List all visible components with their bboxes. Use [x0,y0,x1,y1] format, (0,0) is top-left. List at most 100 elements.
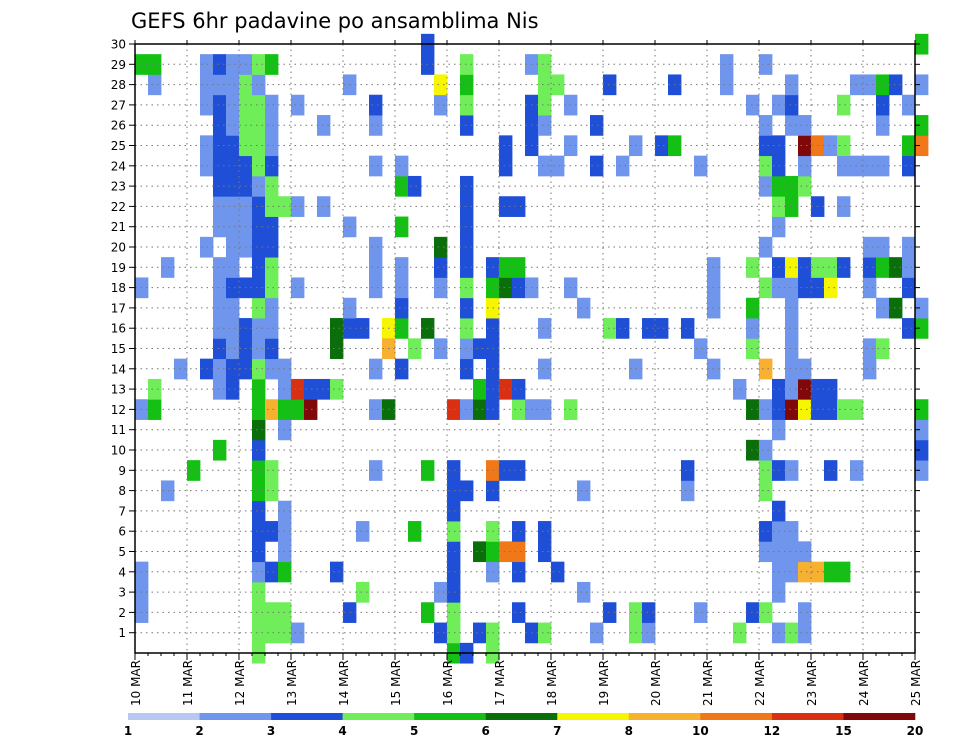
heatmap-cells [135,33,929,664]
colorbar-label: 15 [835,724,852,738]
heatmap-cell [746,439,760,461]
heatmap-cell [252,561,266,583]
heatmap-cell [694,602,708,623]
heatmap-cell [720,54,734,75]
heatmap-cell [915,297,929,319]
heatmap-cell [291,94,305,116]
x-tick-label: 15 MAR [389,660,403,706]
heatmap-cell [395,358,409,380]
heatmap-cell [213,94,227,116]
heatmap-cell [252,399,266,420]
heatmap-cell [512,521,526,542]
y-tick-label: 4 [118,565,126,579]
y-tick-label: 24 [111,159,126,173]
heatmap-cell [252,196,266,217]
heatmap-cell [265,460,279,481]
heatmap-cell [369,358,383,380]
heatmap-cell [213,175,227,197]
heatmap-cell [655,135,669,157]
heatmap-cell [746,338,760,360]
heatmap-cell [876,74,890,96]
heatmap-cell [681,460,695,481]
heatmap-cell [395,175,409,197]
y-tick-label: 8 [118,484,126,498]
heatmap-cell [902,135,916,157]
heatmap-cell [148,74,162,96]
heatmap-cell [447,581,461,603]
colorbar-label: 5 [410,724,418,738]
heatmap-cell [265,358,279,380]
heatmap-cell [785,257,799,278]
heatmap-cell [590,622,604,644]
heatmap-cell [798,378,812,400]
heatmap-cell [798,115,812,136]
colorbar-segment [557,713,630,720]
heatmap-cell [798,399,812,420]
heatmap-cell [252,521,266,542]
heatmap-cell [252,297,266,319]
heatmap-cell [330,561,344,583]
heatmap-cell [512,399,526,420]
heatmap-cell [473,378,487,400]
heatmap-cell [915,33,929,55]
heatmap-cell [265,175,279,197]
heatmap-cell [395,318,409,339]
x-tick-label: 19 MAR [597,660,611,706]
heatmap-cell [915,135,929,157]
heatmap-cell [798,277,812,299]
y-tick-label: 5 [118,545,126,559]
heatmap-cell [551,74,565,96]
heatmap-cell [824,257,838,278]
heatmap-cell [226,115,240,136]
heatmap-cell [226,257,240,278]
heatmap-cell [902,318,916,339]
heatmap-cell [863,277,877,299]
heatmap-cell [213,378,227,400]
heatmap-cell [291,378,305,400]
heatmap-cell [915,460,929,481]
heatmap-cell [499,378,513,400]
heatmap-cell [902,277,916,299]
colorbar-label: 3 [267,724,275,738]
heatmap-cell [369,94,383,116]
heatmap-cell [876,155,890,177]
heatmap-cell [265,622,279,644]
x-tick-label: 10 MAR [129,660,143,706]
heatmap-cell [902,94,916,116]
heatmap-cell [902,257,916,278]
heatmap-cell [395,257,409,278]
heatmap-cell [447,521,461,542]
heatmap-cell [369,277,383,299]
heatmap-cell [473,399,487,420]
heatmap-cell [733,378,747,400]
heatmap-cell [226,318,240,339]
heatmap-cell [213,196,227,217]
heatmap-cell [252,378,266,400]
heatmap-cell [876,338,890,360]
colorbar-label: 8 [625,724,633,738]
heatmap-cell [824,378,838,400]
heatmap-cell [499,277,513,299]
heatmap-cell [252,277,266,299]
heatmap-cell [265,216,279,238]
y-tick-label: 21 [111,220,126,234]
heatmap-cell [759,277,773,299]
heatmap-cell [434,94,448,116]
heatmap-cell [460,338,474,360]
heatmap-cell [538,94,552,116]
y-tick-label: 18 [111,281,126,295]
heatmap-cell [837,155,851,177]
y-tick-label: 20 [111,241,126,255]
x-tick-label: 11 MAR [181,660,195,706]
y-tick-label: 11 [111,423,126,437]
heatmap-cell [226,216,240,238]
heatmap-cell [252,115,266,136]
heatmap-cell [395,155,409,177]
x-tick-label: 24 MAR [857,660,871,706]
heatmap-cell [512,561,526,583]
heatmap-cell [226,277,240,299]
heatmap-cell [798,257,812,278]
heatmap-cell [252,358,266,380]
heatmap-cell [512,257,526,278]
heatmap-cell [434,622,448,644]
